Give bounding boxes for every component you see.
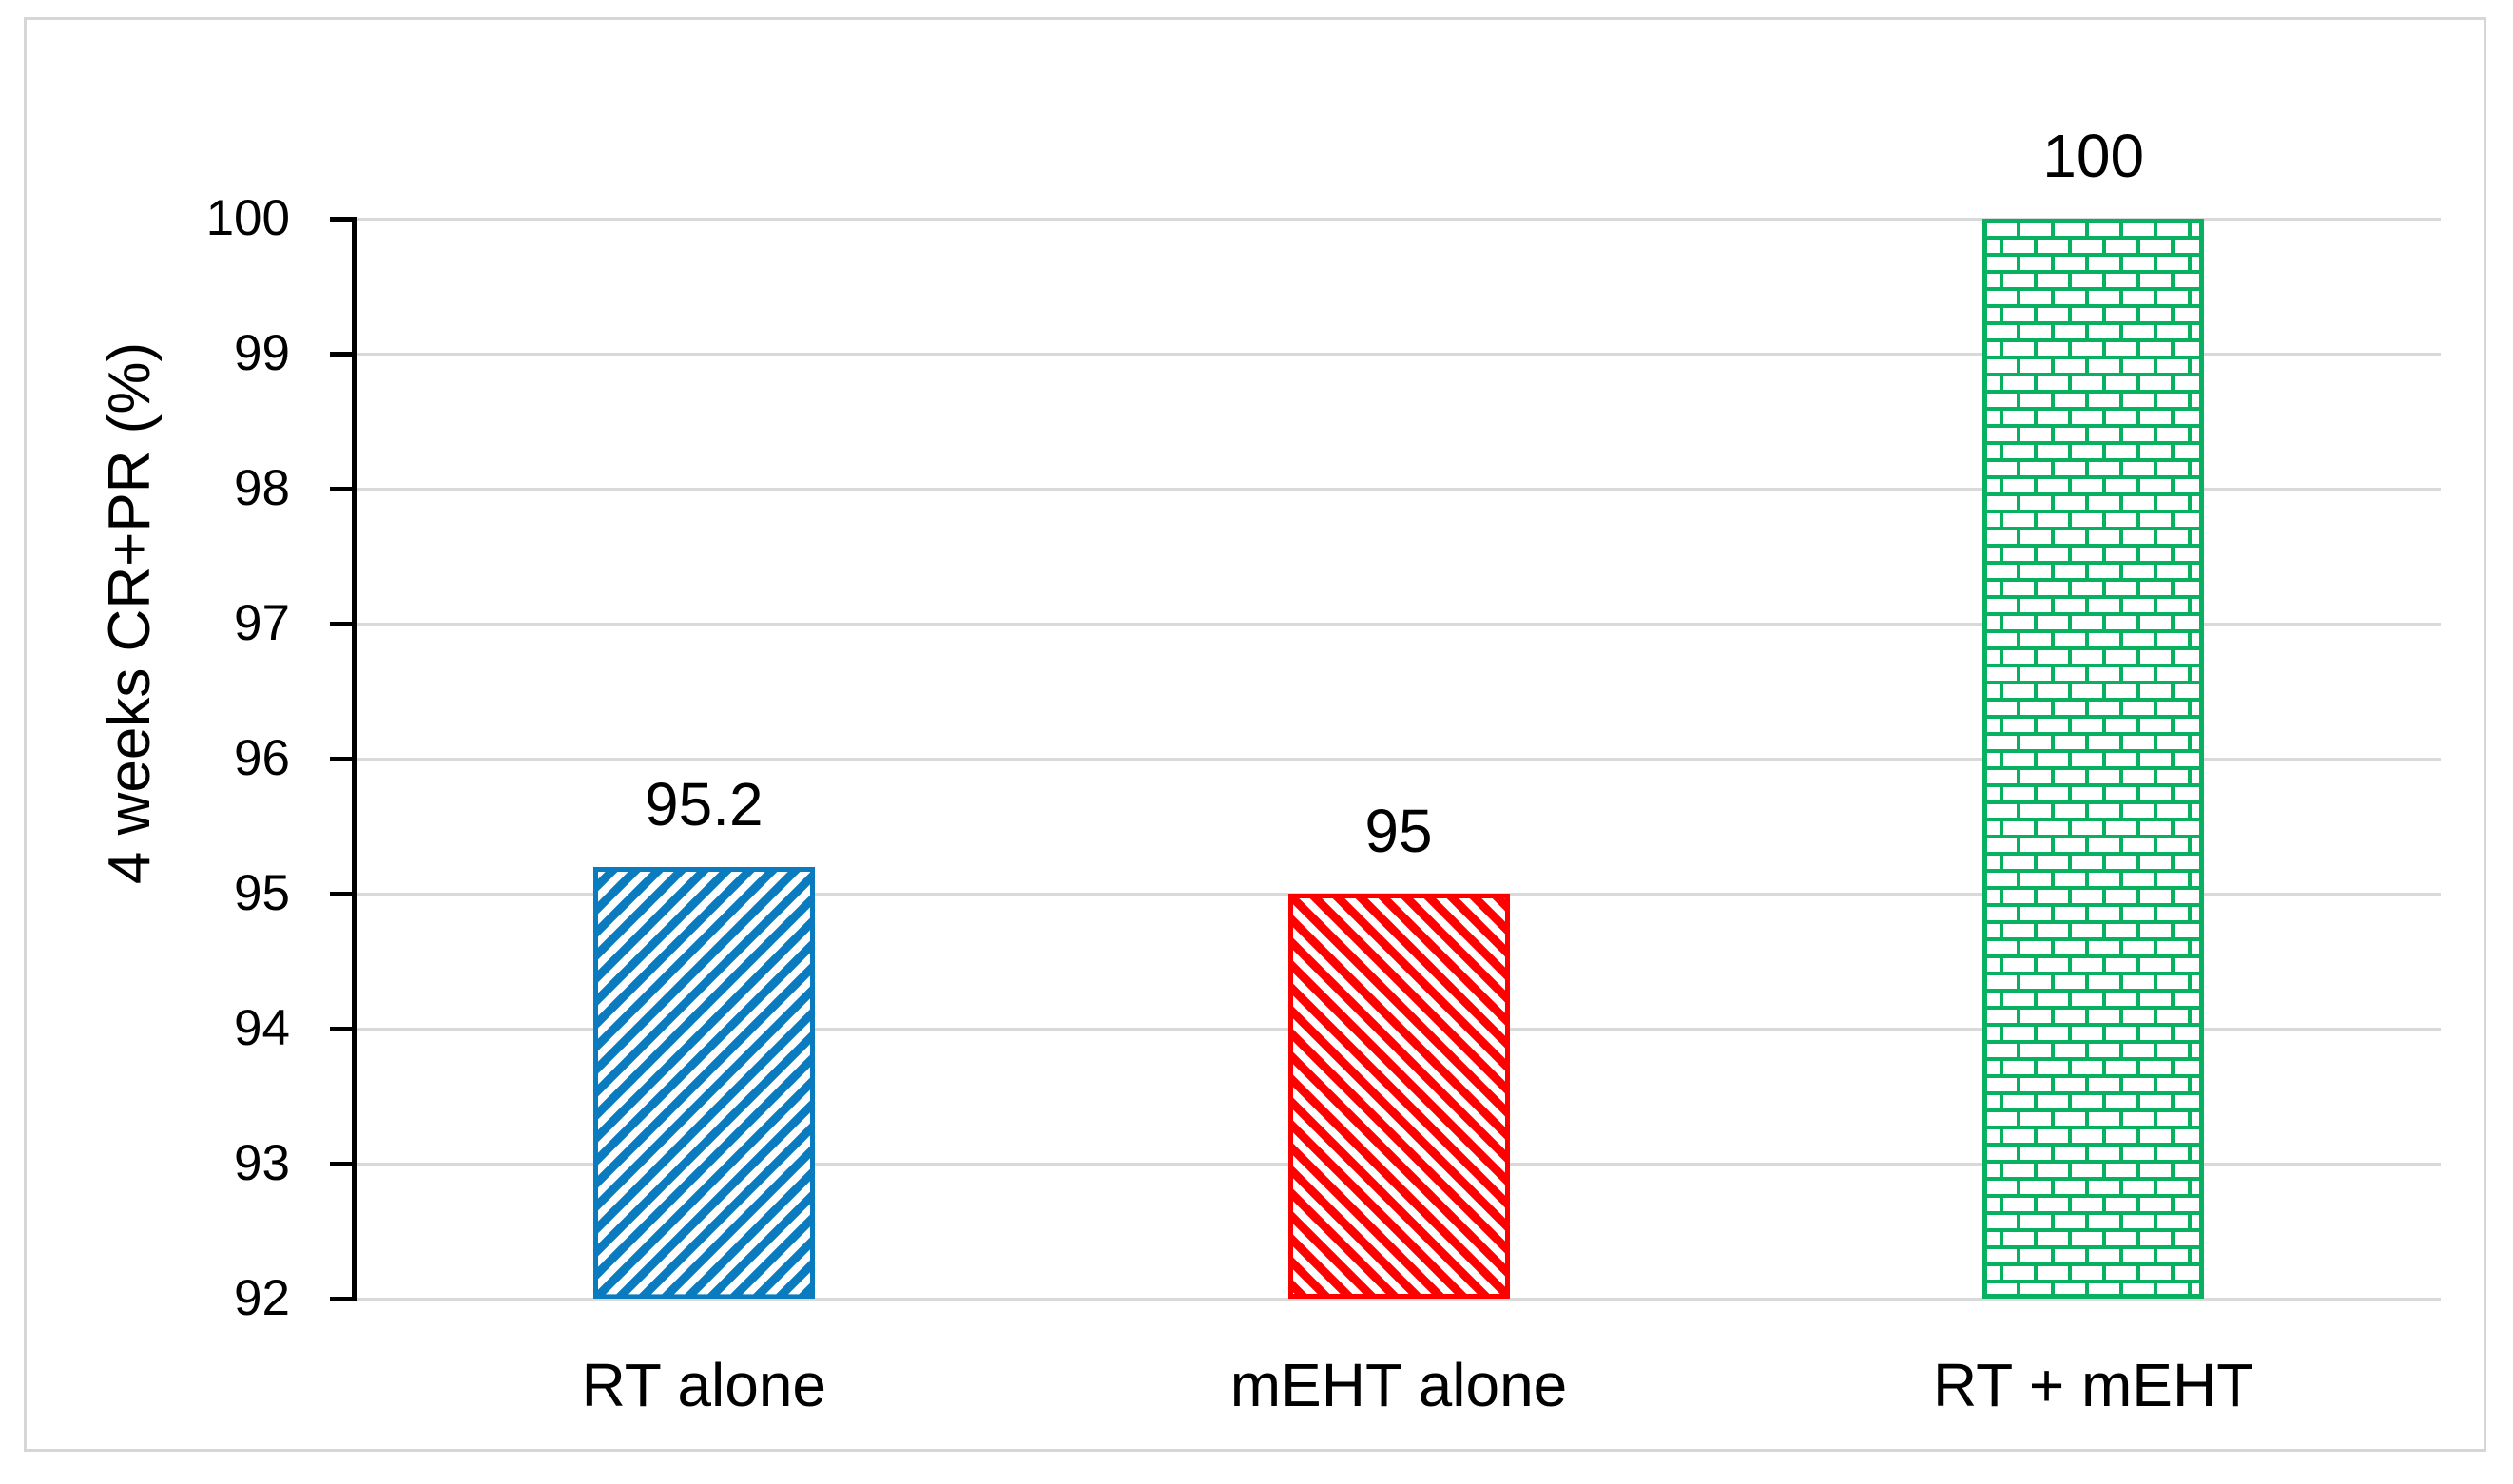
- y-axis-tick: [330, 1296, 357, 1301]
- y-axis-tick: [330, 1026, 357, 1031]
- y-tick-label: 92: [234, 1270, 290, 1326]
- bar-value-label: 95: [1364, 797, 1433, 865]
- y-axis-tick: [330, 621, 357, 626]
- bar-value-label: 100: [2042, 122, 2145, 190]
- gridline: [357, 487, 2441, 491]
- y-axis-tick: [330, 351, 357, 357]
- y-tick-label: 95: [234, 865, 290, 921]
- y-tick-label: 97: [234, 595, 290, 651]
- gridline: [357, 217, 2441, 221]
- y-tick-label: 98: [234, 460, 290, 516]
- y-tick-label: 94: [234, 1000, 290, 1056]
- x-category-label: RT + mEHT: [1933, 1351, 2254, 1419]
- y-axis-tick: [330, 1161, 357, 1166]
- gridline: [357, 757, 2441, 761]
- y-axis-tick: [330, 216, 357, 222]
- y-tick-label: 100: [205, 190, 290, 246]
- x-category-label: mEHT alone: [1229, 1351, 1568, 1419]
- bar-diagonal-up: [592, 866, 815, 1299]
- bar-diagonal-down: [1287, 894, 1510, 1299]
- bar-value-label: 95.2: [645, 769, 764, 838]
- gridline: [357, 622, 2441, 626]
- y-axis-title: 4 weeks CR+PR (%): [97, 341, 163, 885]
- y-axis-line: [352, 219, 357, 1301]
- y-tick-label: 96: [234, 730, 290, 786]
- y-axis-tick: [330, 486, 357, 491]
- y-tick-label: 93: [234, 1135, 290, 1191]
- bar-brick: [1982, 219, 2205, 1299]
- x-category-label: RT alone: [581, 1351, 827, 1419]
- y-axis-tick: [330, 891, 357, 896]
- y-axis-tick: [330, 756, 357, 761]
- gridline: [357, 352, 2441, 356]
- gridline: [357, 1297, 2441, 1301]
- y-tick-label: 99: [234, 325, 290, 381]
